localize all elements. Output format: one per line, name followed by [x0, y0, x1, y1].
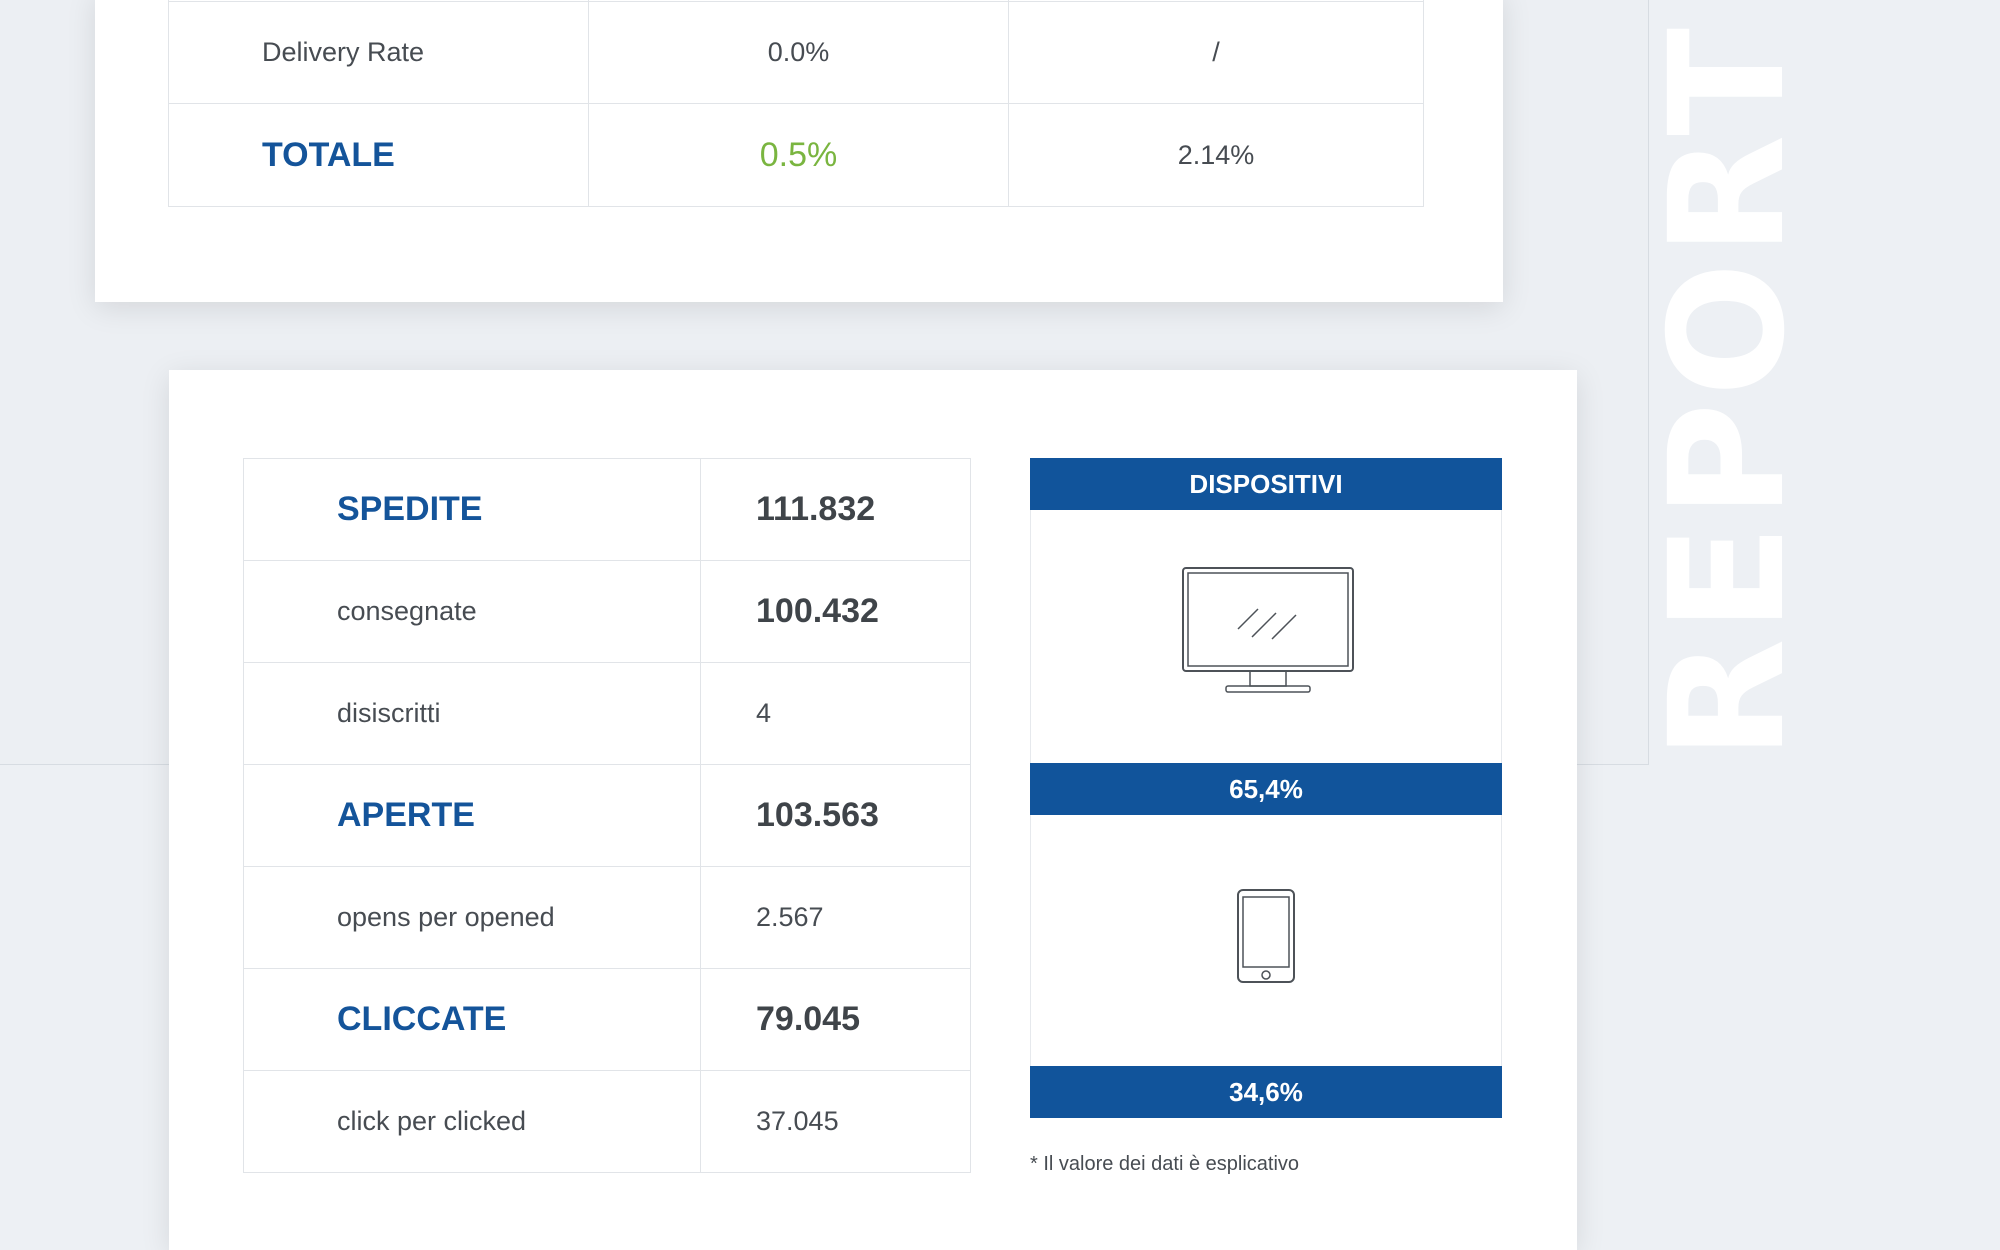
- stat-value: 103.563: [700, 764, 971, 867]
- stat-value: 111.832: [700, 458, 971, 561]
- stat-label: click per clicked: [243, 1070, 701, 1173]
- desktop-percent-bar: 65,4%: [1030, 763, 1502, 815]
- stat-value: 4: [700, 662, 971, 765]
- row-label: Delivery Rate: [168, 1, 589, 104]
- stat-label: opens per opened: [243, 866, 701, 969]
- total-value: 0.5%: [588, 103, 1009, 207]
- devices-panel: DISPOSITIVI 65,4% 34,6%: [1030, 458, 1502, 1118]
- total-row: TOTALE 0.5% 2.14%: [168, 103, 1424, 207]
- total-value: 2.14%: [1008, 103, 1424, 207]
- rates-card: Delivery Rate 0.0% / TOTALE 0.5% 2.14%: [95, 0, 1503, 302]
- table-row: disiscritti 4: [243, 662, 971, 765]
- stat-label: CLICCATE: [243, 968, 701, 1071]
- devices-header: DISPOSITIVI: [1030, 458, 1502, 510]
- stat-value: 79.045: [700, 968, 971, 1071]
- total-label: TOTALE: [168, 103, 589, 207]
- table-row: Delivery Rate 0.0% /: [168, 1, 1424, 104]
- stat-label: SPEDITE: [243, 458, 701, 561]
- stat-label: APERTE: [243, 764, 701, 867]
- stat-value: 2.567: [700, 866, 971, 969]
- stat-label: disiscritti: [243, 662, 701, 765]
- table-row: click per clicked 37.045: [243, 1070, 971, 1173]
- rates-table: Delivery Rate 0.0% / TOTALE 0.5% 2.14%: [168, 0, 1424, 207]
- footnote: * Il valore dei dati è esplicativo: [1030, 1153, 1300, 1175]
- stats-card: SPEDITE 111.832 consegnate 100.432 disis…: [169, 370, 1577, 1250]
- row-value: /: [1008, 1, 1424, 104]
- stats-table: SPEDITE 111.832 consegnate 100.432 disis…: [243, 458, 971, 1173]
- table-row: CLICCATE 79.045: [243, 968, 971, 1071]
- report-vertical-title: REPORT S: [1636, 0, 1820, 760]
- row-value: 0.0%: [588, 1, 1009, 104]
- stat-value: 100.432: [700, 560, 971, 663]
- mobile-percent-bar: 34,6%: [1030, 1066, 1502, 1118]
- table-row: opens per opened 2.567: [243, 866, 971, 969]
- table-row: APERTE 103.563: [243, 764, 971, 867]
- desktop-monitor-icon: [1182, 567, 1354, 693]
- smartphone-icon: [1237, 889, 1295, 983]
- stat-label: consegnate: [243, 560, 701, 663]
- table-row: consegnate 100.432: [243, 560, 971, 663]
- stat-value: 37.045: [700, 1070, 971, 1173]
- table-row: SPEDITE 111.832: [243, 458, 971, 561]
